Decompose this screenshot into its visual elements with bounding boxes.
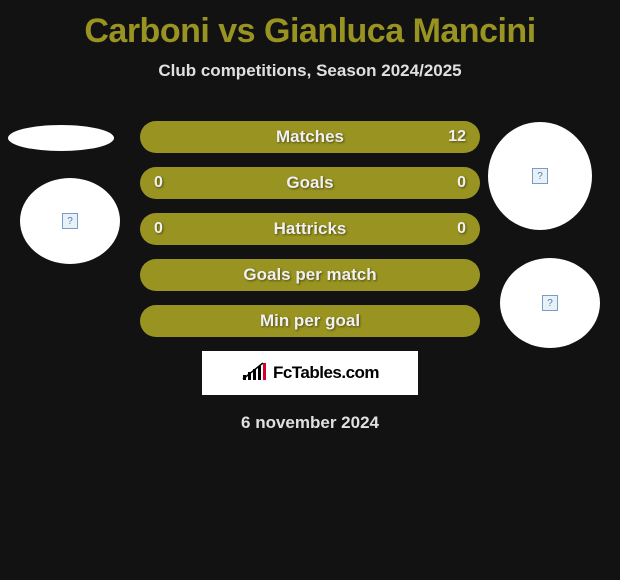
player-circle-left: ? [20, 178, 120, 264]
logo-chart-icon [241, 361, 267, 386]
logo-box: FcTables.com [202, 351, 418, 395]
stat-row-hattricks: 0 Hattricks 0 [140, 213, 480, 245]
stats-container: Matches 12 0 Goals 0 0 Hattricks 0 Goals… [140, 121, 480, 337]
stat-value-left: 0 [154, 220, 174, 238]
stat-value-right: 12 [446, 128, 466, 146]
stat-label: Matches [276, 127, 344, 147]
page-subtitle: Club competitions, Season 2024/2025 [0, 61, 620, 81]
page-title: Carboni vs Gianluca Mancini [0, 0, 620, 51]
player-circle-right-bottom: ? [500, 258, 600, 348]
decorative-ellipse-left [8, 125, 114, 151]
stat-row-matches: Matches 12 [140, 121, 480, 153]
stat-value-left: 0 [154, 174, 174, 192]
player-circle-right-top: ? [488, 122, 592, 230]
placeholder-icon: ? [542, 295, 558, 311]
placeholder-icon: ? [62, 213, 78, 229]
stat-row-goals: 0 Goals 0 [140, 167, 480, 199]
stat-label: Min per goal [260, 311, 360, 331]
stat-value-right: 0 [446, 174, 466, 192]
stat-value-right: 0 [446, 220, 466, 238]
stat-label: Goals [286, 173, 333, 193]
placeholder-icon: ? [532, 168, 548, 184]
stat-row-min-per-goal: Min per goal [140, 305, 480, 337]
stat-row-goals-per-match: Goals per match [140, 259, 480, 291]
stat-label: Hattricks [274, 219, 347, 239]
date-text: 6 november 2024 [0, 413, 620, 433]
stat-label: Goals per match [243, 265, 376, 285]
logo-text: FcTables.com [273, 363, 379, 383]
